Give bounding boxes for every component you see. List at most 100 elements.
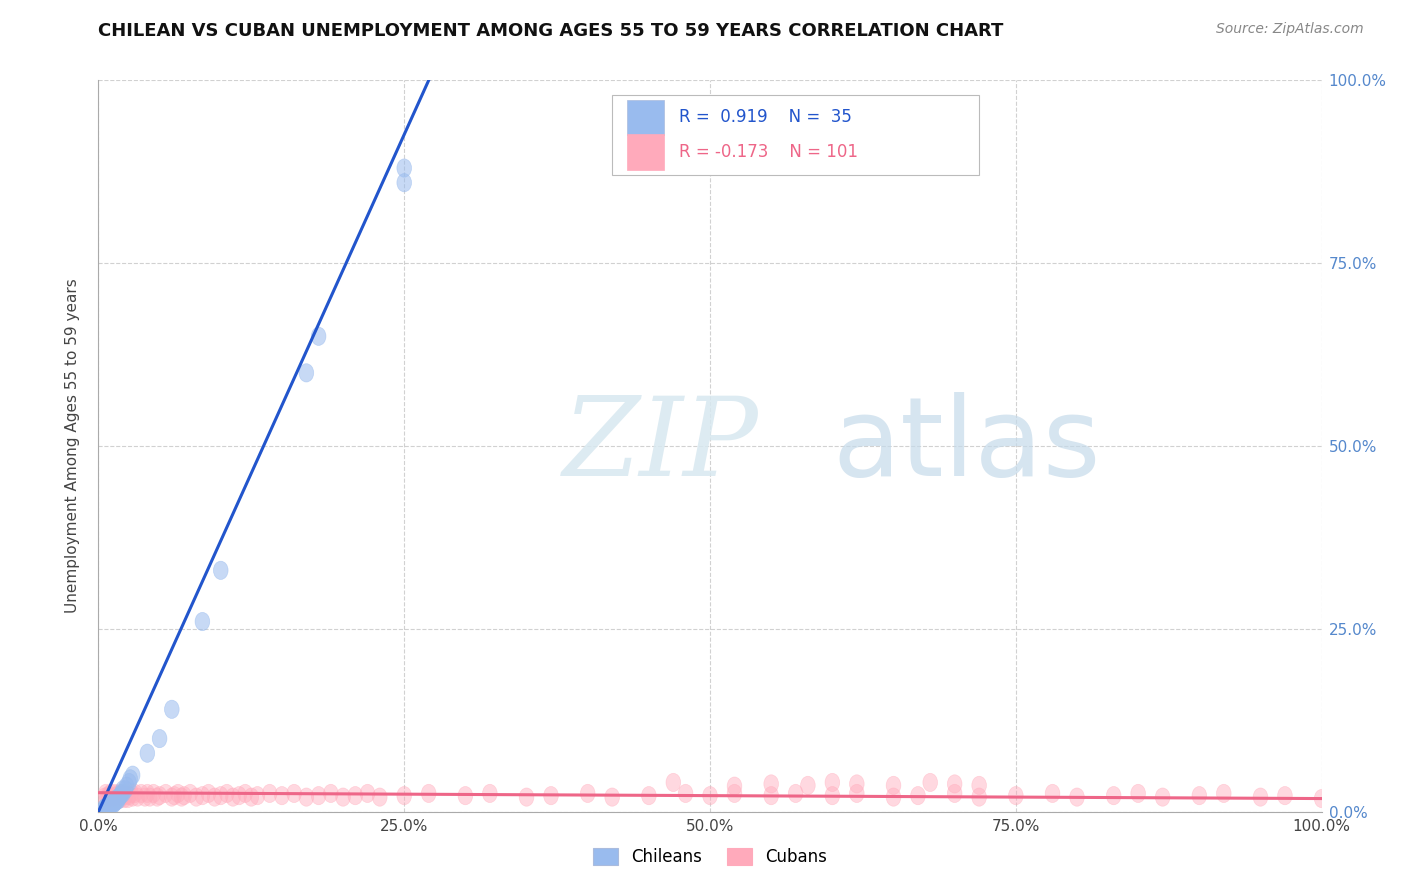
Ellipse shape: [111, 787, 125, 805]
Ellipse shape: [122, 770, 138, 788]
Ellipse shape: [207, 788, 222, 806]
Ellipse shape: [120, 784, 134, 803]
Ellipse shape: [103, 788, 117, 806]
Ellipse shape: [125, 788, 141, 806]
Ellipse shape: [100, 789, 114, 807]
Ellipse shape: [800, 776, 815, 795]
Ellipse shape: [544, 787, 558, 805]
Ellipse shape: [250, 787, 264, 805]
Ellipse shape: [482, 784, 498, 803]
Ellipse shape: [1130, 784, 1146, 803]
Ellipse shape: [100, 799, 114, 817]
Ellipse shape: [214, 561, 228, 580]
Ellipse shape: [201, 784, 217, 803]
Ellipse shape: [972, 776, 987, 795]
Ellipse shape: [195, 787, 209, 805]
Ellipse shape: [105, 788, 121, 806]
Ellipse shape: [763, 787, 779, 805]
Ellipse shape: [263, 784, 277, 803]
Ellipse shape: [112, 788, 127, 806]
Ellipse shape: [122, 787, 136, 805]
Ellipse shape: [245, 788, 259, 806]
Ellipse shape: [1045, 784, 1060, 803]
Ellipse shape: [98, 798, 112, 816]
Ellipse shape: [101, 798, 115, 816]
Ellipse shape: [225, 788, 240, 806]
Ellipse shape: [1216, 784, 1232, 803]
Ellipse shape: [183, 784, 197, 803]
Ellipse shape: [103, 789, 118, 807]
Ellipse shape: [214, 787, 228, 805]
Ellipse shape: [111, 791, 125, 809]
Ellipse shape: [141, 784, 155, 803]
Ellipse shape: [177, 787, 191, 805]
Ellipse shape: [1192, 787, 1206, 805]
Ellipse shape: [948, 784, 962, 803]
Ellipse shape: [105, 796, 121, 814]
Ellipse shape: [238, 784, 253, 803]
Ellipse shape: [131, 788, 145, 806]
Ellipse shape: [97, 799, 112, 817]
Y-axis label: Unemployment Among Ages 55 to 59 years: Unemployment Among Ages 55 to 59 years: [65, 278, 80, 614]
Ellipse shape: [299, 788, 314, 806]
Ellipse shape: [98, 784, 112, 803]
Ellipse shape: [170, 784, 186, 803]
Ellipse shape: [114, 787, 129, 805]
Ellipse shape: [98, 800, 112, 819]
Ellipse shape: [124, 784, 139, 803]
Ellipse shape: [122, 773, 136, 791]
Ellipse shape: [972, 788, 987, 806]
Ellipse shape: [97, 801, 112, 820]
Ellipse shape: [174, 788, 188, 806]
Ellipse shape: [1070, 788, 1084, 806]
Ellipse shape: [152, 787, 167, 805]
Ellipse shape: [849, 784, 865, 803]
Ellipse shape: [165, 788, 179, 806]
Ellipse shape: [152, 730, 167, 747]
Ellipse shape: [274, 787, 290, 805]
Ellipse shape: [112, 787, 128, 805]
Ellipse shape: [103, 796, 118, 814]
FancyBboxPatch shape: [612, 95, 979, 176]
Ellipse shape: [125, 766, 141, 784]
Ellipse shape: [107, 784, 122, 803]
Legend: Chileans, Cubans: Chileans, Cubans: [586, 841, 834, 873]
Ellipse shape: [886, 788, 901, 806]
Ellipse shape: [114, 784, 129, 803]
Ellipse shape: [789, 784, 803, 803]
Ellipse shape: [581, 784, 595, 803]
Ellipse shape: [97, 788, 112, 806]
Ellipse shape: [886, 776, 901, 795]
Ellipse shape: [458, 787, 472, 805]
Ellipse shape: [167, 787, 181, 805]
Ellipse shape: [396, 787, 412, 805]
Ellipse shape: [118, 787, 132, 805]
Ellipse shape: [117, 789, 131, 807]
Ellipse shape: [115, 780, 131, 799]
Ellipse shape: [118, 780, 132, 799]
Text: R =  0.919    N =  35: R = 0.919 N = 35: [679, 108, 852, 126]
Ellipse shape: [115, 784, 131, 803]
Ellipse shape: [311, 327, 326, 345]
Ellipse shape: [422, 784, 436, 803]
Ellipse shape: [110, 789, 124, 807]
Ellipse shape: [727, 777, 742, 796]
Ellipse shape: [110, 791, 124, 810]
Ellipse shape: [142, 788, 157, 806]
Ellipse shape: [1156, 788, 1170, 806]
Text: atlas: atlas: [832, 392, 1101, 500]
Ellipse shape: [849, 775, 865, 793]
Ellipse shape: [703, 787, 717, 805]
Ellipse shape: [103, 794, 118, 812]
Ellipse shape: [396, 159, 412, 178]
Ellipse shape: [311, 787, 326, 805]
Ellipse shape: [373, 788, 387, 806]
Ellipse shape: [121, 789, 135, 807]
Text: ZIP: ZIP: [564, 392, 759, 500]
Ellipse shape: [112, 784, 127, 803]
FancyBboxPatch shape: [627, 135, 664, 169]
Ellipse shape: [101, 787, 115, 805]
Ellipse shape: [1315, 789, 1329, 807]
Ellipse shape: [103, 797, 117, 816]
Ellipse shape: [138, 788, 152, 806]
